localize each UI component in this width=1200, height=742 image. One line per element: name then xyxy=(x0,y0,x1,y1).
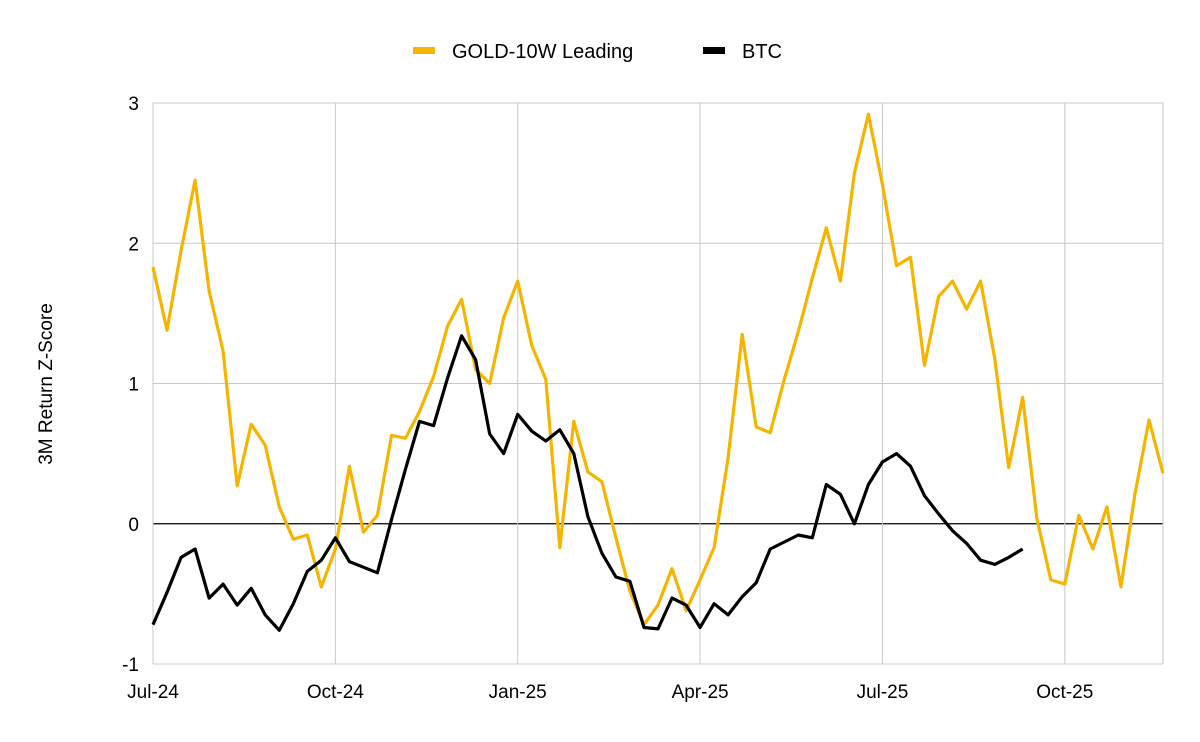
legend-swatch-gold xyxy=(413,47,435,54)
legend-label-gold: GOLD-10W Leading xyxy=(452,41,633,63)
y-tick-label: 0 xyxy=(128,515,139,536)
legend-label-btc: BTC xyxy=(742,41,782,63)
grid xyxy=(152,102,1164,665)
x-tick-label: Jul-25 xyxy=(857,682,909,703)
series-line-btc xyxy=(151,334,1024,632)
x-tick-label: Jul-24 xyxy=(127,682,179,703)
x-tick-label: Oct-25 xyxy=(1036,682,1093,703)
series-line-gold xyxy=(151,112,1165,627)
x-tick-label: Apr-25 xyxy=(672,682,729,703)
y-axis-label: 3M Return Z-Score xyxy=(36,303,57,465)
y-tick-label: 3 xyxy=(128,94,139,115)
series-lines xyxy=(151,112,1165,632)
legend-swatch-btc xyxy=(703,47,725,54)
x-tick-label: Oct-24 xyxy=(307,682,364,703)
y-tick-label: -1 xyxy=(122,655,139,676)
axes: -1 0 1 2 3 Jul-24 Oct-24 Jan-25 Apr-25 Jul-25 Oct-… xyxy=(122,94,1093,703)
x-tick-label: Jan-25 xyxy=(489,682,547,703)
y-tick-label: 2 xyxy=(128,234,139,255)
y-tick-label: 1 xyxy=(128,375,139,396)
legend: GOLD-10W Leading BTC xyxy=(413,41,782,63)
